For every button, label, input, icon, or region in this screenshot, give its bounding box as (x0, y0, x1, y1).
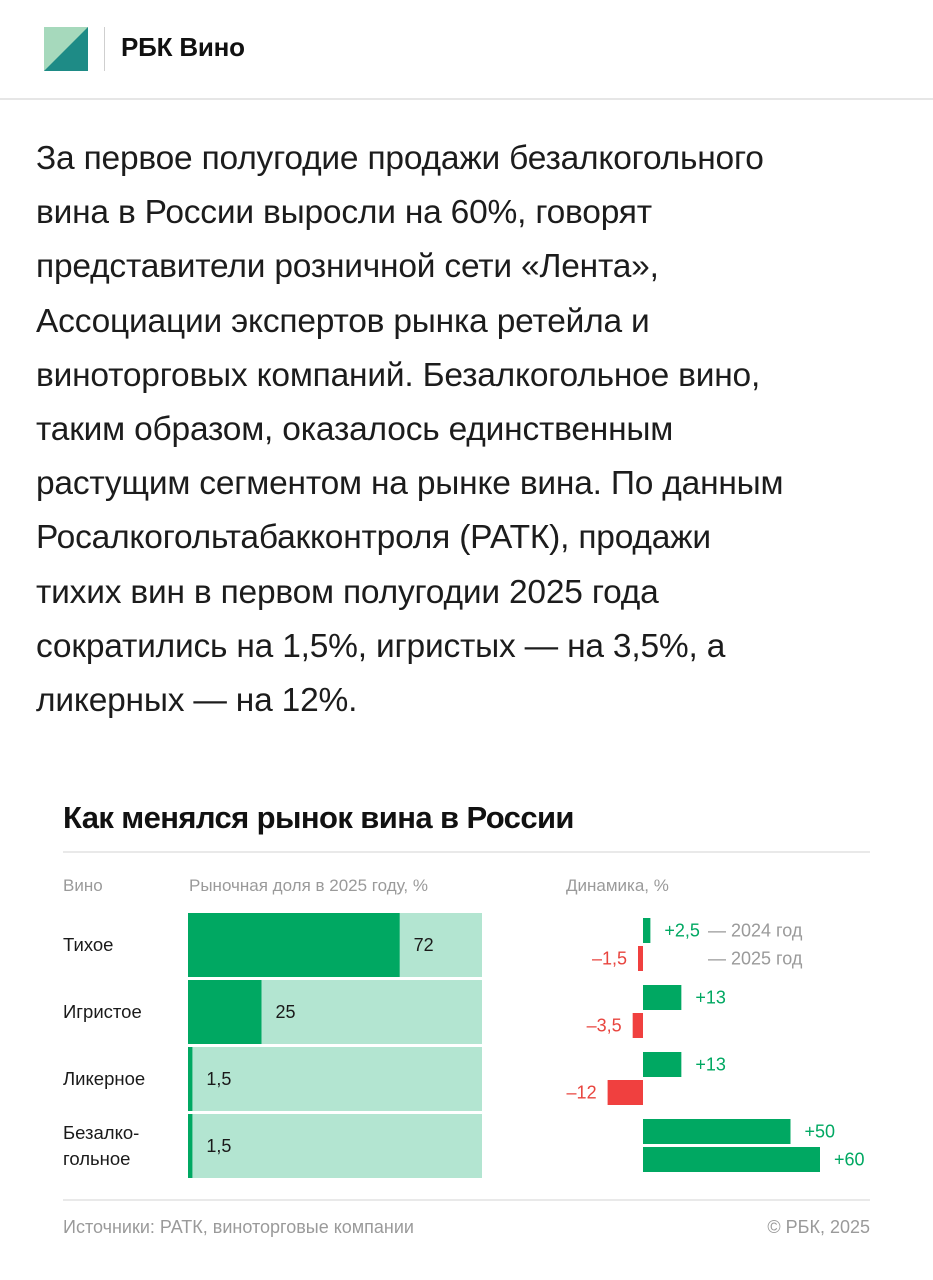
article-line: тихих вин в первом полугодии 2025 года (36, 573, 659, 611)
article-line: сократились на 1,5%, игристых — на 3,5%,… (36, 627, 726, 665)
chart-top-divider (63, 851, 870, 853)
article-line: таким образом, оказалось единственным (36, 411, 674, 449)
category-label-line: Игристое (63, 1001, 142, 1022)
share-bar (188, 1047, 193, 1111)
article-line: представители розничной сети «Лента», (36, 248, 659, 286)
chart-source: Источники: РАТК, виноторговые компании (63, 1217, 414, 1237)
legend-dash: — (708, 949, 726, 969)
article-text: За первое полугодие продажи безалкогольн… (36, 132, 916, 728)
article-line: ликерных — на 12%. (36, 682, 358, 720)
dynamics-bar-positive (643, 1119, 791, 1144)
share-bar (188, 1114, 193, 1178)
share-value-label: 25 (276, 1002, 296, 1022)
dynamics-value-label: +2,5 (664, 921, 700, 941)
logo-triangle (44, 27, 88, 71)
dynamics-value-label: +50 (805, 1122, 836, 1142)
dynamics-bar-positive (643, 1147, 820, 1172)
dynamics-bar-positive (643, 985, 682, 1010)
legend-label-2024: 2024 год (731, 921, 803, 941)
legend-dash: — (708, 921, 726, 941)
category-label-nonalcoholic: Безалко- гольное (63, 1120, 139, 1172)
dynamics-value-label: +13 (695, 988, 726, 1008)
logo-separator (104, 27, 105, 71)
share-value-label: 72 (414, 935, 434, 955)
brand-title[interactable]: РБК Вино (121, 32, 245, 62)
column-header-category: Вино (63, 876, 103, 895)
column-header-share: Рыночная доля в 2025 году, % (189, 876, 428, 895)
article-line: Ассоциации экспертов рынка ретейла и (36, 302, 650, 340)
share-bar (188, 913, 400, 977)
article-line: виноторговых компаний. Безалкогольное ви… (36, 356, 761, 394)
dynamics-value-label: +60 (834, 1150, 865, 1170)
category-label-sparkling: Игристое (63, 999, 142, 1025)
chart-title: Как менялся рынок вина в России (63, 800, 574, 835)
category-label-line: гольное (63, 1148, 131, 1169)
share-bar (188, 980, 262, 1044)
article-line: растущим сегментом на рынке вина. По дан… (36, 465, 784, 503)
article-line: Росалкогольтабакконтроля (РАТК), продажи (36, 519, 711, 557)
category-label-line: Тихое (63, 934, 114, 955)
dynamics-value-label: +13 (695, 1055, 726, 1075)
dynamics-bar-negative (638, 946, 643, 971)
dynamics-bar-positive (643, 918, 651, 943)
share-bar-track (188, 1114, 482, 1178)
share-value-label: 1,5 (206, 1069, 231, 1089)
chart-copyright: © РБК, 2025 (767, 1217, 870, 1237)
dynamics-value-label: –1,5 (592, 949, 627, 969)
dynamics-value-label: –3,5 (587, 1016, 622, 1036)
share-bar-track (188, 1047, 482, 1111)
category-label-line: Ликерное (63, 1068, 146, 1089)
dynamics-bar-negative (632, 1013, 643, 1038)
column-header-dynamics: Динамика, % (566, 876, 669, 895)
app-header: РБК Вино (0, 0, 933, 100)
dynamics-bar-negative (607, 1080, 643, 1105)
article-line: вина в России выросли на 60%, говорят (36, 194, 652, 232)
category-label-still: Тихое (63, 932, 113, 958)
category-label-liqueur: Ликерное (63, 1066, 145, 1092)
rbc-logo[interactable] (44, 27, 88, 71)
dynamics-bar-positive (643, 1052, 682, 1077)
chart-bottom-divider (63, 1199, 870, 1201)
article-line: За первое полугодие продажи безалкогольн… (36, 140, 764, 177)
category-label-line: Безалко- (63, 1122, 140, 1143)
legend-label-2025: 2025 год (731, 949, 803, 969)
dynamics-value-label: –12 (567, 1083, 597, 1103)
share-value-label: 1,5 (206, 1136, 231, 1156)
